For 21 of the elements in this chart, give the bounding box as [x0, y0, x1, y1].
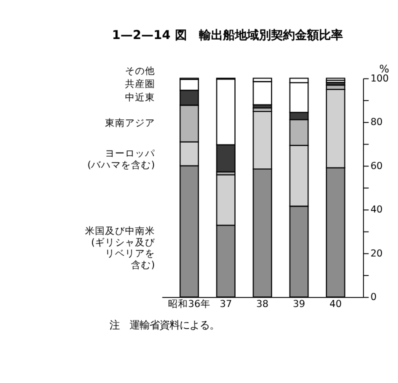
y-tick-label: 100 — [370, 73, 389, 84]
y-axis-title: % — [379, 64, 390, 76]
x-tick-label: 40 — [329, 299, 342, 310]
chart-title: 1—2—14 図 輸出船地域別契約金額比率 — [112, 28, 343, 42]
text: 米国及び中南米(ギリシャ及びリベリアを含む) — [84, 224, 156, 272]
text: 中近東 — [124, 91, 155, 104]
text: その他 — [124, 65, 155, 78]
x-tick-label: 38 — [256, 299, 269, 310]
y-tick-label: 40 — [370, 204, 383, 216]
text: 東南アジア — [104, 117, 155, 130]
x-tick-label: 39 — [292, 299, 306, 310]
y-tick-label: 20 — [370, 248, 383, 260]
y-tick-label: 60 — [370, 160, 383, 172]
text: 共産圏 — [124, 78, 155, 90]
y-tick-label: 80 — [370, 117, 383, 128]
y-tick-label: 0 — [370, 292, 377, 304]
bar — [252, 81, 272, 106]
x-tick-label: 昭和36年 — [168, 298, 210, 310]
text: 注 運輸省資料による。 — [109, 319, 220, 332]
text: ヨーロッパ(バハマを含む) — [87, 148, 156, 171]
x-tick-label: 37 — [220, 299, 232, 310]
